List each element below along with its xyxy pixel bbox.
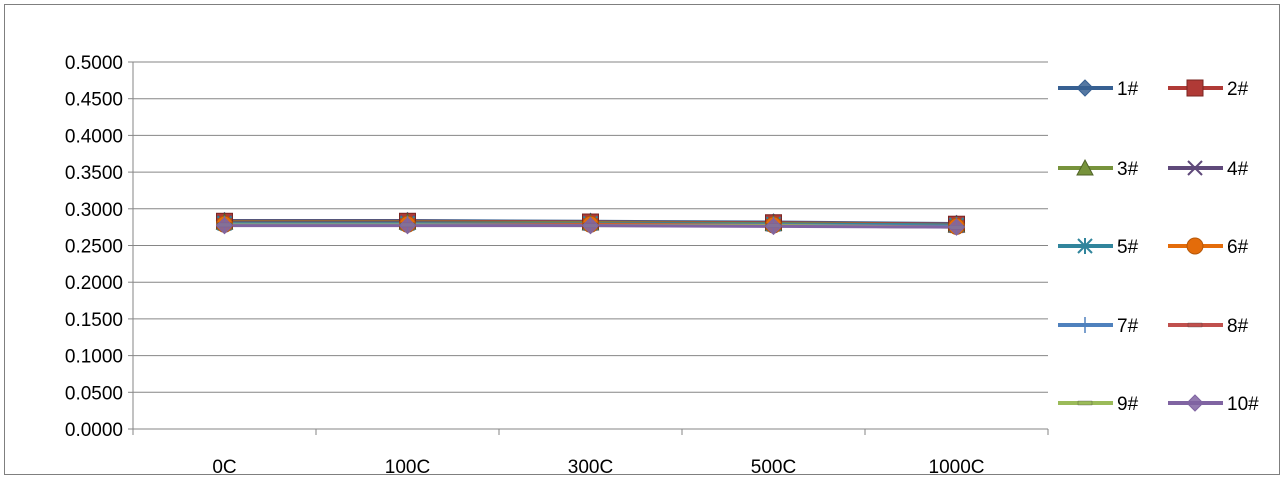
legend-label: 5# — [1117, 237, 1139, 258]
x-tick-label: 1000C — [929, 457, 985, 474]
data-marker — [1186, 79, 1204, 97]
line-chart: 0.0000 0.0500 0.1000 0.1500 0.2000 0.2500 0.30… — [65, 53, 1259, 478]
legend-label: 9# — [1117, 394, 1139, 415]
data-marker — [764, 217, 783, 236]
x-tick-label: 0C — [212, 457, 236, 474]
y-tick-label: 0.4000 — [65, 126, 123, 147]
data-marker — [947, 218, 966, 236]
y-tick-label: 0.0500 — [65, 383, 123, 404]
gridlines — [133, 61, 1048, 393]
series-lines — [215, 211, 966, 236]
legend-label: 1# — [1117, 79, 1139, 100]
legend-item: 3# — [1058, 158, 1139, 180]
legend-label: 6# — [1227, 237, 1249, 258]
legend-label: 7# — [1117, 316, 1139, 337]
data-marker — [215, 216, 234, 235]
legend-item: 8# — [1168, 316, 1249, 337]
data-marker — [1186, 394, 1204, 412]
legend-label: 3# — [1117, 159, 1139, 180]
data-marker — [1077, 400, 1093, 406]
legend-item: 2# — [1168, 79, 1249, 100]
x-tick-label: 100C — [385, 457, 430, 474]
legend-label: 10# — [1227, 394, 1259, 415]
legend-item: 5# — [1058, 237, 1139, 258]
y-tick-label: 0.1500 — [65, 310, 123, 331]
y-tick-label: 0.4500 — [65, 90, 123, 111]
data-marker — [581, 216, 600, 235]
y-tick-label: 0.5000 — [65, 53, 123, 74]
legend-item: 7# — [1058, 316, 1139, 337]
axes: 0.0000 0.0500 0.1000 0.1500 0.2000 0.2500 0.30… — [65, 53, 1049, 478]
legend: 1# 2# 3# 4# 5# 6# 7# 8# 9# 10# — [1058, 79, 1259, 415]
y-tick-label: 0.3500 — [65, 163, 123, 184]
data-marker — [1186, 237, 1204, 255]
y-tick-label: 0.2500 — [65, 237, 123, 258]
y-tick-label: 0.2000 — [65, 273, 123, 294]
legend-label: 2# — [1227, 79, 1249, 100]
data-marker — [1187, 160, 1203, 176]
data-marker — [1076, 158, 1094, 176]
y-tick-label: 0.3000 — [65, 200, 123, 221]
legend-label: 4# — [1227, 159, 1249, 180]
x-tick-label: 500C — [751, 457, 796, 474]
legend-item: 4# — [1168, 159, 1249, 180]
data-marker — [398, 216, 417, 235]
data-marker — [1076, 79, 1094, 97]
y-tick-label: 0.0000 — [65, 420, 123, 441]
x-tick-label: 300C — [568, 457, 613, 474]
legend-label: 8# — [1227, 316, 1249, 337]
legend-item: 6# — [1168, 237, 1249, 258]
legend-item: 10# — [1168, 394, 1259, 415]
legend-item: 1# — [1058, 79, 1139, 100]
data-marker — [1187, 322, 1203, 328]
legend-item: 9# — [1058, 394, 1139, 415]
data-marker — [1077, 317, 1093, 333]
y-tick-label: 0.1000 — [65, 347, 123, 368]
data-marker — [1077, 238, 1093, 254]
chart-frame: 0.0000 0.0500 0.1000 0.1500 0.2000 0.2500 0.30… — [4, 4, 1280, 478]
